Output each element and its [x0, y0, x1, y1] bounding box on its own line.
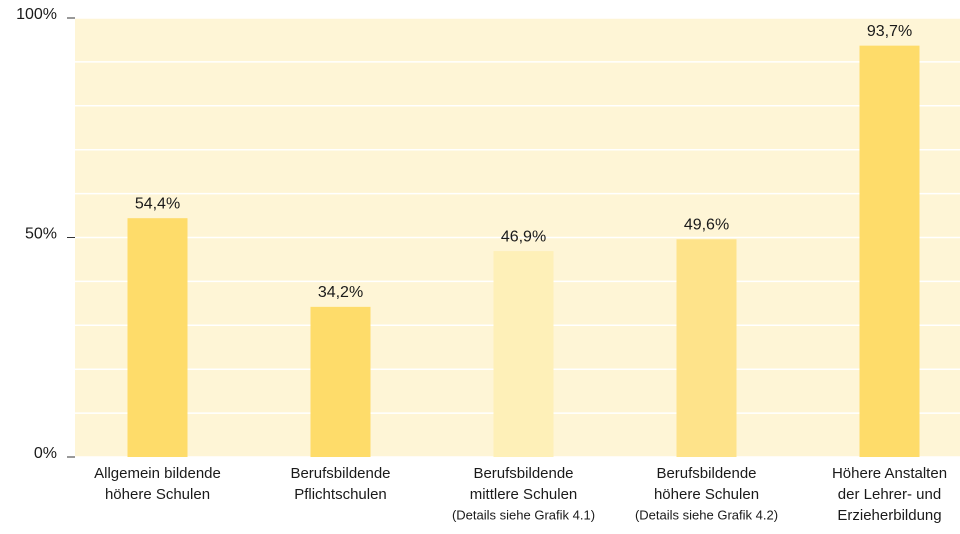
value-label: 93,7%: [867, 23, 912, 40]
value-label: 46,9%: [501, 228, 546, 245]
bar: [127, 218, 188, 457]
x-tick-label: mittlere Schulen: [470, 486, 578, 503]
x-tick-note: (Details siehe Grafik 4.1): [452, 507, 595, 522]
x-tick-label: höhere Schulen: [654, 486, 759, 503]
x-tick-label: Berufsbildende: [473, 465, 573, 482]
x-tick-label: Berufsbildende: [656, 465, 756, 482]
value-label: 54,4%: [135, 195, 180, 212]
x-tick-note: (Details siehe Grafik 4.2): [635, 507, 778, 522]
x-tick-label: Pflichtschulen: [294, 486, 387, 503]
y-tick-label: 0%: [34, 445, 57, 462]
x-tick-label: Berufsbildende: [290, 465, 390, 482]
x-tick-label: der Lehrer- und: [838, 486, 941, 503]
x-tick-label: Allgemein bildende: [94, 465, 221, 482]
value-label: 34,2%: [318, 284, 363, 301]
x-tick-label: Höhere Anstalten: [832, 465, 947, 482]
y-tick-label: 50%: [25, 226, 57, 243]
bar: [493, 251, 554, 457]
value-label: 49,6%: [684, 216, 729, 233]
y-tick-label: 100%: [16, 6, 57, 23]
bar: [859, 45, 920, 457]
bar: [676, 239, 737, 457]
bar: [310, 306, 371, 457]
x-tick-label: höhere Schulen: [105, 486, 210, 503]
x-tick-label: Erzieherbildung: [837, 507, 941, 524]
